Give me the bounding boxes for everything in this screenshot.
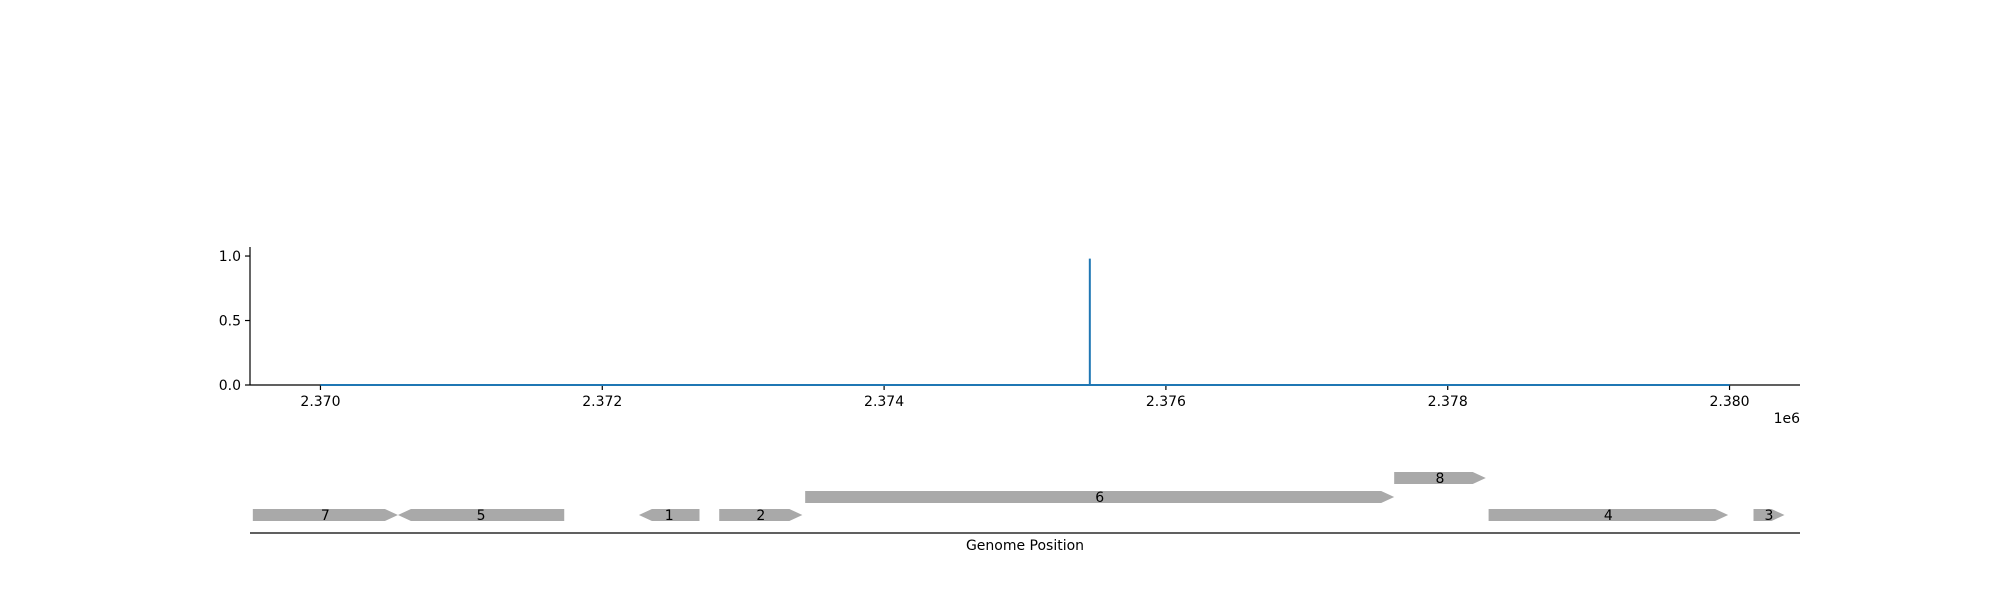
x-tick-label: 2.380 [1709, 394, 1749, 410]
gene-label: 3 [1765, 508, 1774, 524]
gene-5: 5 [397, 508, 565, 524]
signal-axes [249, 247, 1800, 386]
gene-label: 5 [477, 508, 486, 524]
gene-label: 1 [665, 508, 674, 524]
y-tick-label: 1.0 [219, 249, 241, 265]
x-axis-label: Genome Position [966, 538, 1084, 554]
gene-arrows: 7 5 1 2 6 8 4 3 [252, 471, 1785, 524]
gene-arrow [805, 491, 1395, 503]
x-offset-label: 1e6 [1774, 411, 1801, 427]
gene-label: 7 [321, 508, 330, 524]
gene-label: 2 [756, 508, 765, 524]
y-ticks: 0.0 0.5 1.0 [219, 249, 250, 394]
gene-label: 6 [1095, 490, 1104, 506]
gene-arrow [1394, 472, 1486, 484]
y-tick-label: 0.5 [219, 314, 241, 330]
gene-arrow [1753, 509, 1785, 521]
gene-arrow [397, 509, 565, 521]
gene-6: 6 [805, 490, 1395, 506]
gene-1: 1 [638, 508, 700, 524]
y-tick-label: 0.0 [219, 378, 241, 394]
x-tick-label: 2.370 [300, 394, 340, 410]
x-tick-label: 2.376 [1146, 394, 1186, 410]
x-tick-label: 2.378 [1428, 394, 1468, 410]
gene-2: 2 [719, 508, 803, 524]
gene-3: 3 [1753, 508, 1785, 524]
gene-8: 8 [1394, 471, 1486, 487]
gene-7: 7 [252, 508, 398, 524]
gene-arrow [719, 509, 803, 521]
gene-arrow [638, 509, 700, 521]
gene-arrow [252, 509, 398, 521]
signal-series-line [320, 258, 1730, 386]
gene-map: 7 5 1 2 6 8 4 3 Genome Position [250, 471, 1800, 554]
gene-label: 8 [1436, 471, 1445, 487]
x-tick-label: 2.374 [864, 394, 904, 410]
gene-arrow [1488, 509, 1729, 521]
signal-plot: 2.370 2.372 2.374 2.376 2.378 2.380 0.0 0.5 1.0… [219, 247, 1800, 427]
x-tick-label: 2.372 [582, 394, 622, 410]
gene-4: 4 [1488, 508, 1729, 524]
gene-label: 4 [1604, 508, 1613, 524]
x-ticks: 2.370 2.372 2.374 2.376 2.378 2.380 [300, 385, 1750, 410]
